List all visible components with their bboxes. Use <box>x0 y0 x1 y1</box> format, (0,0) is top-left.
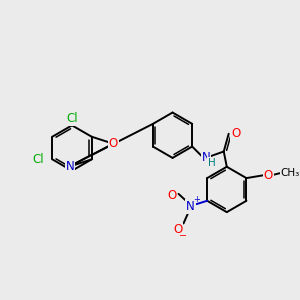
Text: H: H <box>208 158 216 168</box>
Text: CH₃: CH₃ <box>280 168 299 178</box>
Text: O: O <box>173 223 182 236</box>
Text: −: − <box>179 231 188 241</box>
Text: O: O <box>109 137 118 150</box>
Text: Cl: Cl <box>66 112 78 125</box>
Text: N: N <box>66 160 74 173</box>
Text: Cl: Cl <box>33 153 44 166</box>
Text: +: + <box>193 195 200 204</box>
Text: O: O <box>167 189 176 203</box>
Text: N: N <box>186 200 195 213</box>
Text: O: O <box>231 127 240 140</box>
Text: N: N <box>202 151 210 164</box>
Text: O: O <box>263 169 273 182</box>
